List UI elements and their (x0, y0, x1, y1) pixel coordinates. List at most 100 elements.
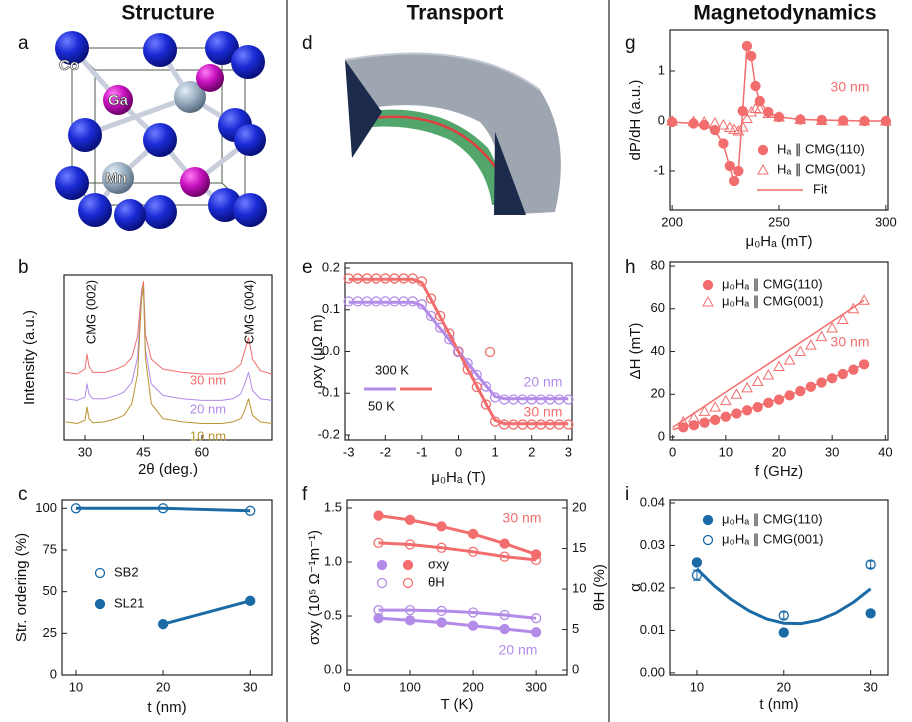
y-tick-label: 0.00 (640, 664, 665, 679)
y-axis-label: α (627, 583, 644, 592)
error-bar (867, 561, 875, 568)
y-axis-label: ρxy (μΩ m) (309, 314, 326, 388)
data-point (742, 383, 752, 392)
y2-tick-label: 15 (572, 540, 586, 555)
crystal-structure: Co Ga Mn (55, 31, 267, 231)
figure: Structure Transport Magnetodynamics a b … (0, 0, 912, 722)
device-illustration (345, 53, 561, 215)
x-tick-label: 20 (777, 679, 791, 694)
data-point (159, 620, 168, 629)
data-point (779, 628, 788, 637)
data-point (374, 511, 383, 520)
y-tick-label: 100 (35, 500, 57, 515)
data-point (795, 347, 805, 356)
x-tick-label: 0 (455, 444, 462, 459)
y2-tick-label: 20 (572, 499, 586, 514)
y-tick-label: 80 (651, 257, 665, 272)
x-tick-label: 20 (156, 679, 170, 694)
panel-label: h (625, 257, 636, 278)
x-tick-label: -2 (379, 444, 391, 459)
y-tick-label: 60 (651, 300, 665, 315)
legend-marker (404, 579, 413, 588)
panel-label: d (302, 33, 313, 54)
data-point (866, 609, 875, 618)
atom-label: Mn (105, 170, 127, 187)
x-axis-label: T (K) (440, 696, 473, 713)
y-axis-label: Str. ordering (%) (13, 533, 30, 642)
series-label: 10 nm (190, 428, 226, 443)
legend-label: μ₀Hₐ ∥ CMG(110) (722, 276, 823, 291)
y-tick-label: 0.01 (640, 622, 665, 637)
annotation: 20 nm (499, 642, 538, 658)
panel-label: i (625, 484, 629, 505)
legend-marker (486, 348, 495, 357)
y2-tick-label: 0 (572, 661, 579, 676)
x-tick-label: 30 (825, 444, 839, 459)
y-tick-label: 1.0 (324, 553, 342, 568)
panel-label: f (302, 484, 308, 505)
data-point (500, 539, 509, 548)
x-tick-label: 200 (661, 214, 683, 229)
data-point (437, 618, 446, 627)
x-tick-label: 40 (878, 444, 892, 459)
y-tick-label: 0.1 (322, 301, 340, 316)
data-point (246, 596, 255, 605)
y-axis-label: σxy (10⁵ Ω⁻¹m⁻¹) (306, 530, 323, 645)
legend-marker (704, 536, 713, 545)
legend-label: Hₐ ∥ CMG(001) (777, 161, 866, 176)
annotation: 30 nm (831, 334, 870, 350)
annotation: 30 nm (524, 404, 563, 420)
y-tick-label: 0 (658, 428, 665, 443)
legend-label: SB2 (114, 564, 139, 579)
legend-label: μ₀Hₐ ∥ CMG(001) (722, 293, 824, 308)
data-point (710, 402, 720, 411)
x-tick-label: 100 (399, 679, 421, 694)
annotation: CMG (002) (83, 280, 98, 344)
x-axis-label: 2θ (deg.) (138, 461, 198, 478)
section-header: Structure (121, 2, 214, 25)
x-tick-label: 250 (768, 214, 790, 229)
y-tick-label: -1 (653, 162, 665, 177)
panel-label: g (625, 33, 636, 54)
y-axis-label: ΔH (mT) (627, 323, 644, 380)
y-tick-label: 75 (43, 541, 57, 556)
x-tick-label: 10 (690, 679, 704, 694)
section-header: Magnetodynamics (693, 2, 876, 25)
x-axis-label: μ₀Hₐ (mT) (745, 233, 812, 250)
y-axis-label: Intensity (a.u.) (21, 310, 38, 405)
data-point (469, 529, 478, 538)
series-line (379, 618, 537, 632)
x-axis-label: t (nm) (759, 696, 798, 713)
x-tick-label: 60 (195, 444, 209, 459)
series-line (76, 508, 250, 511)
y-tick-label: 20 (651, 386, 665, 401)
section-header: Transport (407, 2, 504, 25)
legend-marker (96, 600, 105, 609)
data-point (725, 123, 735, 132)
data-point (721, 396, 731, 405)
y-tick-label: 0 (658, 112, 665, 127)
data-point (785, 355, 795, 364)
legend-marker (404, 561, 413, 570)
y-tick-label: 1 (658, 62, 665, 77)
panel-label: b (18, 257, 29, 278)
y-tick-label: 25 (43, 625, 57, 640)
series-label: 30 nm (190, 372, 226, 387)
x-axis-label: μ₀Hₐ (T) (431, 469, 486, 486)
data-point (817, 332, 827, 341)
y2-tick-label: 10 (572, 580, 586, 595)
series-line (379, 610, 537, 618)
x-tick-label: 10 (719, 444, 733, 459)
y-tick-label: 50 (43, 583, 57, 598)
data-point (692, 558, 701, 567)
legend-marker (703, 297, 713, 306)
data-point (437, 522, 446, 531)
data-point (469, 621, 478, 630)
atom-label: Ga (108, 92, 129, 109)
x-axis-label: t (nm) (147, 699, 186, 716)
annotation: 20 nm (524, 374, 563, 390)
data-point (763, 370, 773, 379)
data-point (532, 628, 541, 637)
y-tick-label: 0.04 (640, 494, 665, 509)
y-axis-label: dP/dH (a.u.) (627, 80, 644, 161)
